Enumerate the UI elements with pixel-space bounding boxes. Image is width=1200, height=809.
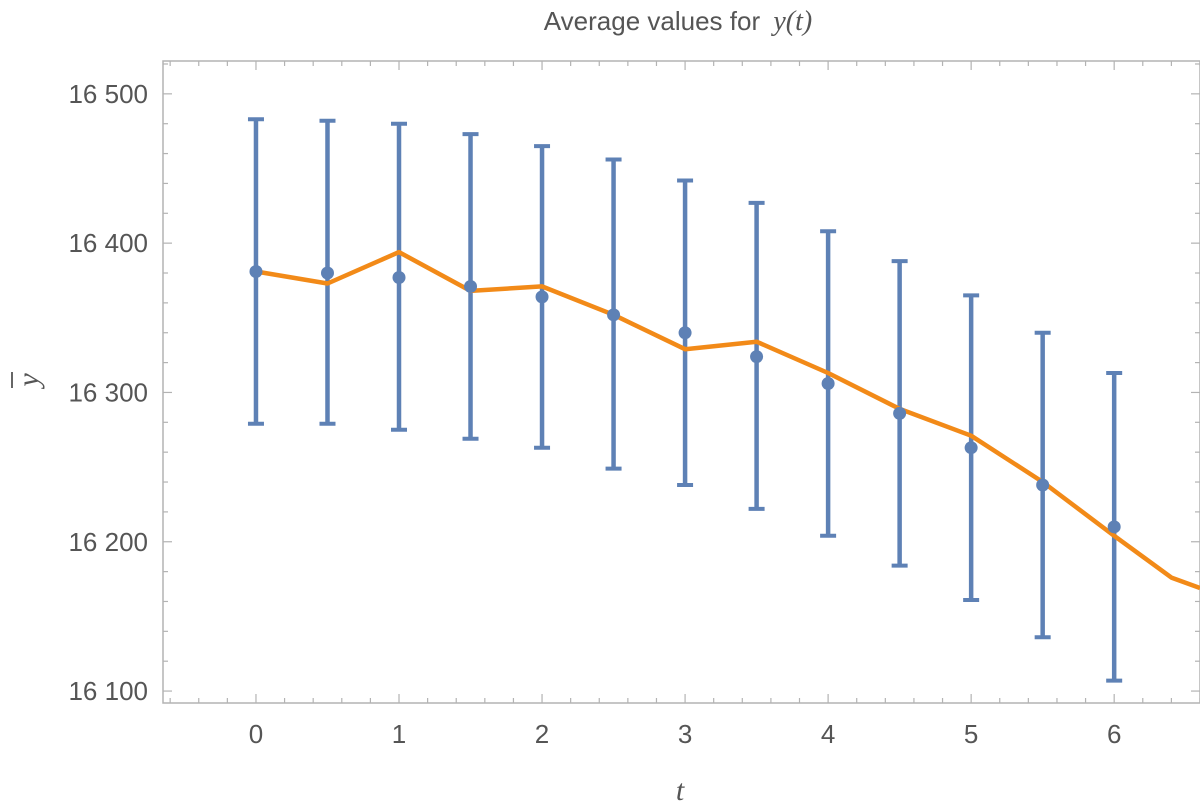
x-tick-label: 4	[821, 719, 835, 749]
data-point	[1036, 478, 1050, 492]
y-tick-label: 16 300	[68, 377, 148, 407]
x-tick-label: 5	[964, 719, 978, 749]
data-point	[678, 326, 692, 340]
data-point	[249, 265, 263, 279]
x-tick-label: 2	[535, 719, 549, 749]
y-tick-label: 16 200	[68, 527, 148, 557]
data-point	[821, 376, 835, 390]
y-axis-label: y	[12, 373, 45, 390]
chart-title: Average values for y(t)	[544, 6, 812, 37]
y-tick-label: 16 500	[68, 79, 148, 109]
y-tick-label: 16 400	[68, 228, 148, 258]
x-axis-label: t	[676, 774, 685, 807]
y-axis-label-group: y	[11, 372, 45, 390]
series-line	[255, 249, 1200, 591]
axis-tick-labels: 0 1 2 3 4 5 6 16 100 16 200 16 300 16 400 16 500	[68, 79, 1121, 749]
x-tick-label: 0	[249, 719, 263, 749]
data-point	[964, 441, 978, 455]
data-point	[535, 290, 549, 304]
line-series	[255, 249, 1200, 591]
data-point	[607, 308, 621, 322]
data-point	[320, 266, 334, 280]
data-point	[392, 270, 406, 284]
x-tick-label: 6	[1107, 719, 1121, 749]
x-tick-label: 3	[678, 719, 692, 749]
data-point	[1107, 520, 1121, 534]
data-point	[893, 406, 907, 420]
errorbar-series	[247, 117, 1123, 683]
data-point	[464, 279, 478, 293]
data-point	[750, 350, 764, 364]
plot-frame	[162, 60, 1200, 704]
chart-title-text: Average values for	[544, 6, 761, 36]
data-points	[249, 265, 1121, 534]
x-tick-label: 1	[392, 719, 406, 749]
axis-ticks	[163, 61, 1200, 703]
chart-title-variable: y(t)	[770, 6, 812, 37]
y-tick-label: 16 100	[68, 676, 148, 706]
